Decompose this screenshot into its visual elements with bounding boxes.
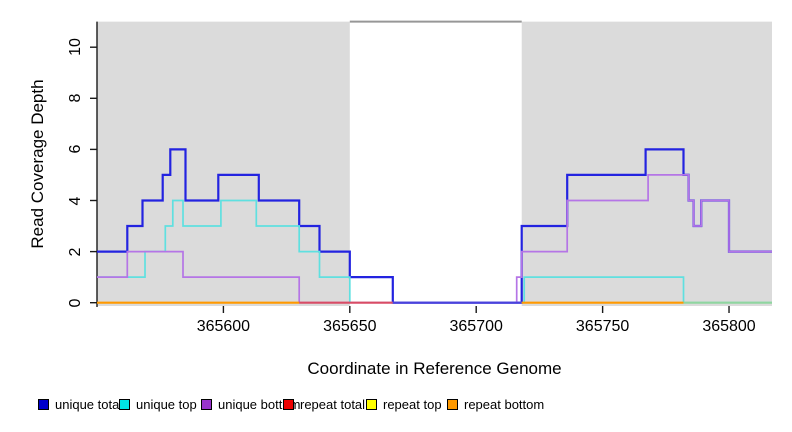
chart-legend: unique total unique top unique bottom repea… bbox=[0, 394, 792, 418]
legend-item-repeat-total: repeat total bbox=[283, 394, 365, 414]
x-tick-label: 365700 bbox=[449, 318, 503, 335]
legend-swatch-icon bbox=[38, 398, 49, 410]
legend-label: repeat total bbox=[300, 396, 366, 412]
legend-item-unique-bottom: unique bottom bbox=[201, 394, 300, 414]
y-tick-label: 10 bbox=[67, 38, 84, 57]
legend-item-unique-top: unique top bbox=[119, 394, 197, 414]
y-axis-title: Read Coverage Depth bbox=[28, 79, 47, 249]
y-tick-label: 6 bbox=[67, 144, 84, 154]
legend-swatch-icon bbox=[366, 398, 377, 410]
series-unique-top bbox=[97, 199, 772, 304]
y-tick-label: 0 bbox=[67, 298, 84, 308]
y-tick-label: 2 bbox=[67, 247, 84, 257]
series-unique-bottom bbox=[97, 174, 772, 304]
legend-label: unique total bbox=[55, 396, 123, 412]
legend-item-unique-total: unique total bbox=[38, 394, 122, 414]
x-tick-label: 365750 bbox=[575, 318, 630, 335]
left-coverage-region bbox=[97, 21, 350, 307]
x-tick-label: 365600 bbox=[196, 318, 251, 335]
legend-label: repeat bottom bbox=[464, 396, 545, 412]
legend-label: unique bottom bbox=[218, 396, 301, 412]
x-tick-label: 365650 bbox=[323, 318, 377, 335]
right-coverage-region bbox=[521, 21, 772, 307]
legend-swatch-icon bbox=[447, 398, 458, 410]
legend-item-repeat-bottom: repeat bottom bbox=[447, 394, 544, 414]
legend-label: unique top bbox=[136, 396, 197, 412]
legend-item-repeat-top: repeat top bbox=[366, 394, 442, 414]
legend-swatch-icon bbox=[283, 398, 294, 410]
y-tick-label: 8 bbox=[67, 93, 84, 103]
legend-swatch-icon bbox=[201, 398, 212, 410]
legend-swatch-icon bbox=[119, 398, 130, 410]
y-tick-label: 4 bbox=[67, 196, 84, 205]
legend-label: repeat top bbox=[383, 396, 442, 412]
x-axis-title: Coordinate in Reference Genome bbox=[307, 359, 562, 378]
x-tick-label: 365800 bbox=[702, 318, 756, 335]
